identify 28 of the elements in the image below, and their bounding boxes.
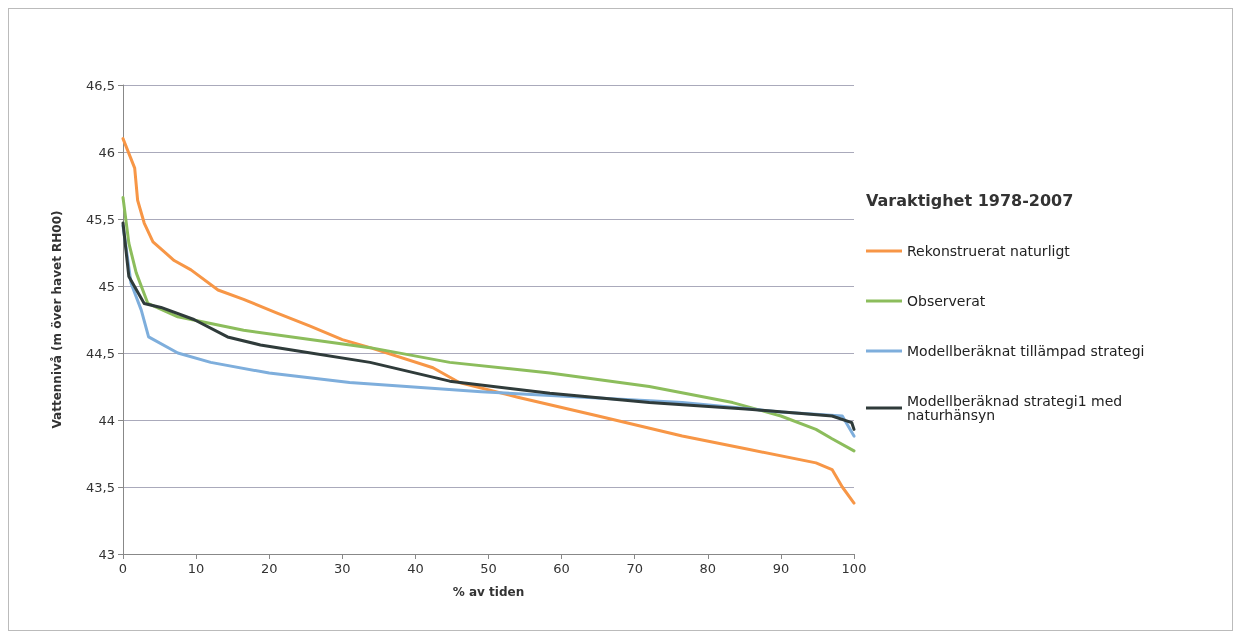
x-tick-label: 90 [772, 561, 790, 576]
x-tick-label: 20 [260, 561, 278, 576]
x-tick-label: 10 [187, 561, 205, 576]
x-tick-label: 70 [626, 561, 643, 576]
legend-label: Rekonstruerat naturligt [907, 243, 1071, 259]
line-series [121, 196, 856, 453]
line-series [121, 137, 856, 505]
y-tick-label: 43 [98, 546, 115, 562]
y-axis-title: Vattennivå (m över havet RH00) [50, 210, 64, 429]
x-tick-label: 0 [118, 561, 128, 576]
x-axis-title: % av tiden [452, 585, 525, 599]
y-tick-label: 45,5 [86, 211, 115, 227]
y-tick-label: 44,5 [86, 345, 115, 361]
legend-title: Varaktighet 1978-2007 [866, 190, 1074, 210]
y-tick-label: 46 [98, 144, 115, 160]
legend-label: Modellberäknad strategi1 med naturhänsyn [907, 393, 1127, 423]
x-tick-label: 40 [407, 561, 424, 576]
x-tick-label: 50 [480, 561, 497, 576]
x-tick-label: 30 [334, 561, 351, 576]
y-tick-label: 46,5 [86, 77, 115, 93]
y-tick-label: 44 [98, 412, 115, 428]
x-tick-label: 80 [699, 561, 717, 576]
x-tick-label: 100 [841, 561, 867, 576]
x-tick-label: 60 [553, 561, 570, 576]
y-tick-label: 45 [98, 278, 115, 294]
y-tick-label: 43,5 [86, 479, 115, 495]
legend-label: Modellberäknat tillämpad strategi [907, 343, 1145, 359]
legend-label: Observerat [907, 293, 986, 309]
